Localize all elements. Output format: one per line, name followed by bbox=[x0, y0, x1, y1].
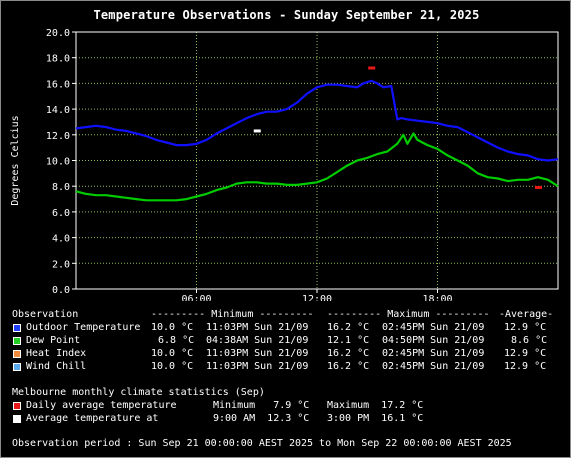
legend-min-value: 10.0 °C bbox=[151, 361, 194, 372]
legend-average: 8.6 °C bbox=[511, 335, 548, 346]
climate-swatch-average-at bbox=[13, 415, 21, 423]
legend-header-minimum: --------- Minimum --------- bbox=[151, 309, 314, 320]
climate-heading: Melbourne monthly climate statistics (Se… bbox=[12, 387, 265, 398]
legend-max-value: 12.1 °C bbox=[327, 335, 370, 346]
legend-min-time: 11:03PM Sun 21/09 bbox=[206, 361, 309, 372]
y-tick-label: 2.0 bbox=[52, 259, 70, 270]
x-tick-label: 06:00 bbox=[181, 294, 211, 301]
legend-max-value: 16.2 °C bbox=[327, 361, 370, 372]
climate-afternoon: 3:00 PM 16.1 °C bbox=[327, 413, 424, 424]
legend-swatch-wind-chill bbox=[13, 363, 21, 371]
legend-label: Dew Point bbox=[26, 335, 81, 346]
x-tick-label: 18:00 bbox=[422, 294, 452, 301]
climate-minimum: Minimum 7.9 °C bbox=[213, 400, 310, 411]
climate-label: Average temperature at bbox=[26, 413, 159, 424]
legend-average: 12.9 °C bbox=[504, 348, 547, 359]
y-tick-label: 4.0 bbox=[52, 234, 70, 245]
chart-title: Temperature Observations - Sunday Septem… bbox=[93, 8, 480, 22]
legend-min-value: 10.0 °C bbox=[151, 348, 194, 359]
legend-header-observation: Observation bbox=[12, 309, 79, 320]
legend-max-value: 16.2 °C bbox=[327, 322, 370, 333]
y-tick-label: 14.0 bbox=[46, 105, 70, 116]
x-tick-label: 12:00 bbox=[302, 294, 332, 301]
legend-max-time: 02:45PM Sun 21/09 bbox=[382, 348, 485, 359]
y-tick-label: 20.0 bbox=[46, 28, 70, 39]
legend-min-time: 11:03PM Sun 21/09 bbox=[206, 348, 309, 359]
legend-average: 12.9 °C bbox=[504, 322, 547, 333]
plot-border bbox=[75, 31, 559, 290]
y-tick-label: 8.0 bbox=[52, 182, 70, 193]
legend-max-time: 02:45PM Sun 21/09 bbox=[382, 361, 485, 372]
y-axis-label: Degrees Celcius bbox=[10, 115, 21, 205]
climate-swatch-daily-average bbox=[13, 402, 21, 410]
series-line-dew-point bbox=[75, 132, 559, 202]
temperature-plot: 0.0 2.0 4.0 6.0 8.0 10.0 12.0 14.0 16.0 18.0 20.0 0… bbox=[10, 28, 559, 301]
legend-label: Outdoor Temperature bbox=[26, 322, 141, 333]
series-line-outdoor-temperature bbox=[75, 79, 559, 162]
legend-label: Heat Index bbox=[26, 348, 87, 359]
legend-label: Wind Chill bbox=[26, 361, 87, 372]
y-tick-label: 6.0 bbox=[52, 208, 70, 219]
legend-min-time: 04:38AM Sun 21/09 bbox=[206, 335, 309, 346]
marker-daily-average-temperature-maximum bbox=[368, 66, 376, 70]
marker-average-temperature bbox=[253, 129, 261, 133]
y-tick-label: 18.0 bbox=[46, 54, 70, 65]
legend-header-average: -Average- bbox=[499, 309, 554, 320]
legend-swatch-heat-index bbox=[13, 350, 21, 358]
legend-header-maximum: --------- Maximum --------- bbox=[327, 309, 490, 320]
y-tick-label: 16.0 bbox=[46, 79, 70, 90]
climate-maximum: Maximum 17.2 °C bbox=[327, 400, 424, 411]
y-tick-label: 0.0 bbox=[52, 285, 70, 296]
y-tick-label: 10.0 bbox=[46, 157, 70, 168]
legend-min-value: 6.8 °C bbox=[158, 335, 195, 346]
legend-swatch-outdoor-temperature bbox=[13, 324, 21, 332]
legend-min-value: 10.0 °C bbox=[151, 322, 194, 333]
legend-average: 12.9 °C bbox=[504, 361, 547, 372]
climate-label: Daily average temperature bbox=[26, 400, 177, 411]
legend-min-time: 11:03PM Sun 21/09 bbox=[206, 322, 309, 333]
climate-morning: 9:00 AM 12.3 °C bbox=[213, 413, 310, 424]
observation-period: Observation period : Sun Sep 21 00:00:00… bbox=[12, 438, 512, 449]
legend-max-time: 02:45PM Sun 21/09 bbox=[382, 322, 485, 333]
legend-max-time: 04:50PM Sun 21/09 bbox=[382, 335, 485, 346]
y-tick-label: 12.0 bbox=[46, 131, 70, 142]
legend-swatch-dew-point bbox=[13, 337, 21, 345]
legend-max-value: 16.2 °C bbox=[327, 348, 370, 359]
marker-daily-average-temperature-minimum bbox=[534, 185, 542, 189]
